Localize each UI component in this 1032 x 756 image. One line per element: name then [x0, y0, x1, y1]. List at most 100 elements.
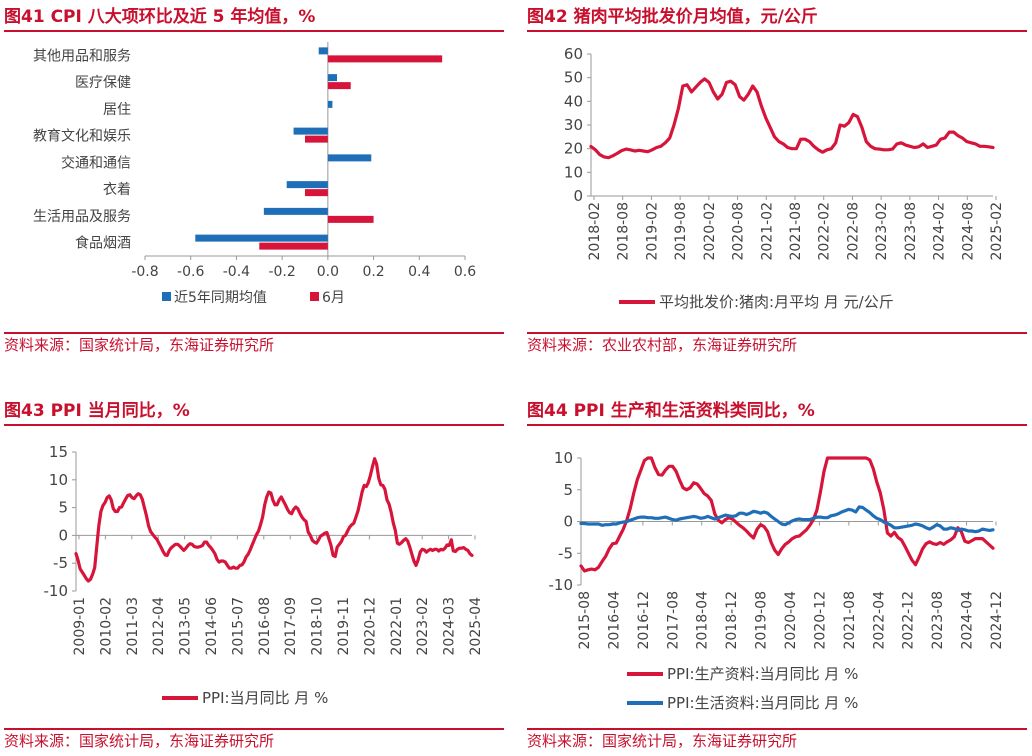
- panel-pork: 图42 猪肉平均批发价月均值，元/公斤 0 10 20 30 40 50 60 2018-02…: [527, 4, 1027, 354]
- x-tick-label: 2024-12: [989, 591, 1005, 650]
- y-tick-label: 10: [564, 163, 583, 181]
- x-tick-label: 2018-04: [695, 591, 711, 650]
- x-tick-label: 2021-02: [759, 202, 775, 261]
- category-label: 居住: [103, 102, 131, 118]
- x-tick-label: 2023-08: [903, 202, 919, 261]
- x-tick-label: 2024-08: [960, 202, 976, 261]
- x-tick-label: 2019-11: [336, 597, 352, 656]
- bar-avg: [327, 74, 337, 82]
- bar-june: [259, 242, 328, 250]
- panel-source: 资料来源：国家统计局，东海证券研究所: [527, 728, 1027, 752]
- x-tick-label: 2010-02: [98, 597, 114, 656]
- x-tick-label: 2023-08: [930, 591, 946, 650]
- series-line: [579, 505, 995, 534]
- x-tick-label: 2023-02: [874, 202, 890, 261]
- x-tick-label: 2016-08: [257, 597, 273, 656]
- x-tick-label: 2018-08: [616, 202, 632, 261]
- x-tick-label: 0.4: [408, 264, 430, 280]
- ppi-line-chart: -10 -5 0 5 10 15 2009-01 2010-02 2011-03 2012-04 2…: [44, 443, 485, 707]
- x-tick-label: 2019-08: [673, 202, 689, 261]
- y-tick-label: 30: [564, 116, 583, 134]
- category-label: 教育文化和娱乐: [33, 129, 131, 145]
- category-label: 医疗保健: [75, 75, 131, 91]
- y-tick-label: -10: [44, 582, 69, 600]
- panel-title: 图42 猪肉平均批发价月均值，元/公斤: [527, 4, 1027, 32]
- x-tick-label: 2018-02: [587, 202, 603, 261]
- y-tick-label: -5: [558, 544, 573, 562]
- bar-avg: [286, 181, 328, 189]
- x-tick-label: 2020-08: [731, 202, 747, 261]
- x-tick-label: 2017-08: [665, 591, 681, 650]
- y-tick-label: 40: [564, 92, 583, 110]
- x-tick-label: 2016-12: [636, 591, 652, 650]
- x-tick-label: -0.4: [223, 264, 250, 280]
- y-tick-label: 0: [573, 187, 583, 205]
- y-tick-label: -5: [53, 554, 68, 572]
- category-label: 生活用品及服务: [33, 209, 131, 225]
- bar-june: [327, 55, 443, 63]
- category-label: 衣着: [103, 182, 131, 198]
- y-tick-label: 50: [564, 69, 583, 87]
- x-tick-label: -0.2: [268, 264, 295, 280]
- legend-label: PPI:生产资料:当月同比 月 %: [667, 665, 858, 683]
- x-tick-label: 2018-12: [724, 591, 740, 650]
- x-tick-label: 0.6: [454, 264, 476, 280]
- legend-swatch: [310, 292, 319, 301]
- x-tick-label: 2021-08: [842, 591, 858, 650]
- panel-source: 资料来源：农业农村部，东海证券研究所: [527, 332, 1027, 356]
- x-tick-label: 2009-01: [72, 597, 88, 656]
- x-tick-label: 2016-04: [606, 591, 622, 650]
- bar-avg: [293, 127, 328, 135]
- bar-june: [327, 82, 351, 90]
- y-tick-label: 5: [58, 499, 68, 517]
- x-tick-label: -0.8: [131, 264, 158, 280]
- ppi-split-line-chart: -10 -5 0 5 10 2015-08 2016-04 2016-12 2017-08 201…: [549, 449, 1006, 712]
- bar-avg: [318, 47, 328, 55]
- y-tick-label: 0: [58, 526, 68, 544]
- x-tick-label: 2024-03: [442, 597, 458, 656]
- panel-ppi-split: 图44 PPI 生产和生活资料类同比，% -10 -5 0 5 10 2015-08 201…: [527, 398, 1027, 750]
- x-tick-label: 2015-08: [577, 591, 593, 650]
- legend-label: 近5年同期均值: [174, 290, 267, 306]
- y-tick-label: -10: [549, 576, 574, 594]
- y-tick-label: 0: [563, 513, 573, 531]
- x-tick-label: 2012-04: [151, 597, 167, 656]
- panel-ppi: 图43 PPI 当月同比，% -10 -5 0 5 10 15 2009-01 2010-02…: [4, 398, 504, 750]
- y-tick-label: 15: [49, 443, 68, 461]
- panel-source: 资料来源：国家统计局，东海证券研究所: [4, 332, 504, 356]
- panel-source: 资料来源：国家统计局，东海证券研究所: [4, 728, 504, 752]
- bar-june: [305, 135, 328, 143]
- x-tick-label: 2020-02: [702, 202, 718, 261]
- category-label: 交通和通信: [61, 154, 131, 171]
- bar-avg: [327, 154, 372, 162]
- legend-label: PPI:当月同比 月 %: [202, 689, 328, 707]
- x-tick-label: 2024-04: [960, 591, 976, 650]
- x-tick-label: 2022-08: [845, 202, 861, 261]
- bar-june: [327, 215, 374, 223]
- y-tick-label: 60: [564, 45, 583, 63]
- legend-label: 6月: [322, 290, 345, 306]
- bar-june: [305, 189, 328, 197]
- x-tick-label: 2020-04: [783, 591, 799, 650]
- x-tick-label: 2019-02: [644, 202, 660, 261]
- panel-title: 图43 PPI 当月同比，%: [4, 398, 504, 426]
- x-tick-label: 2020-12: [362, 597, 378, 656]
- y-tick-label: 10: [49, 471, 68, 489]
- bar-avg: [195, 234, 328, 242]
- x-tick-label: 2011-03: [125, 597, 141, 656]
- x-tick-label: 2019-08: [754, 591, 770, 650]
- x-tick-label: 2017-09: [283, 597, 299, 656]
- panel-title: 图44 PPI 生产和生活资料类同比，%: [527, 398, 1027, 426]
- y-tick-label: 10: [554, 449, 573, 467]
- cpi-bar-chart: -0.8 -0.6 -0.4 -0.2 0.0 0.2 0.4 0.6 其他用品和服务医疗保健居…: [33, 42, 476, 306]
- bar-avg: [263, 207, 328, 215]
- x-tick-label: 2023-02: [415, 597, 431, 656]
- y-tick-label: 20: [564, 140, 583, 158]
- x-tick-label: 2014-06: [204, 597, 220, 656]
- panel-title: 图41 CPI 八大项环比及近 5 年均值，%: [4, 4, 504, 32]
- bar-avg: [327, 100, 333, 108]
- x-tick-label: 2020-12: [812, 591, 828, 650]
- x-tick-label: 2015-07: [230, 597, 246, 656]
- x-tick-label: 2013-05: [178, 597, 194, 656]
- x-tick-label: 2025-02: [989, 202, 1005, 261]
